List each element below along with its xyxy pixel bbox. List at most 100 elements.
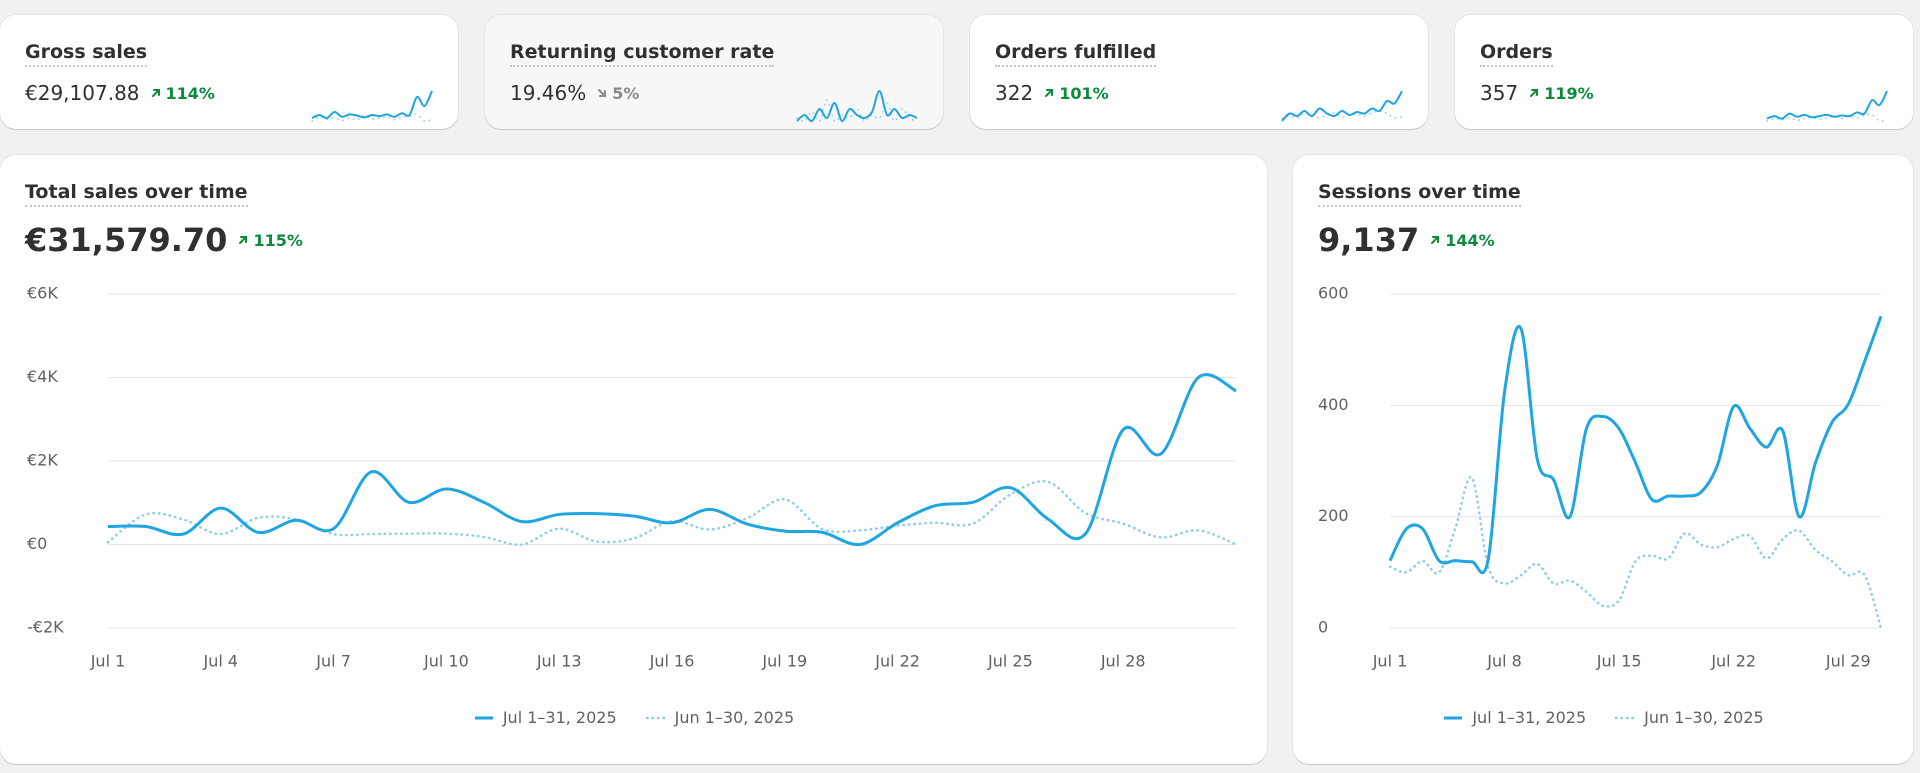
kpi-value: 322 (995, 81, 1034, 105)
kpi-value-row: 19.46% 5% (510, 81, 639, 105)
legend-label: Jun 1–30, 2025 (674, 708, 795, 727)
kpi-change-text: 101% (1059, 83, 1109, 103)
arrow-path (239, 236, 248, 244)
kpi-title: Returning customer rate (510, 41, 775, 67)
kpi-change: 119% (1528, 83, 1594, 103)
y-tick-label: 400 (1318, 395, 1349, 414)
x-tick-label: Jul 25 (987, 652, 1033, 671)
kpi-value-row: 357 119% (1480, 81, 1594, 105)
x-tick-label: Jul 16 (649, 652, 695, 671)
sparkline-current (1281, 90, 1403, 122)
chart-card: Total sales over time €31,579.70 115% -€2K €… (0, 155, 1267, 764)
kpi-title: Orders (1480, 41, 1553, 67)
x-tick-label: Jul 22 (874, 652, 920, 671)
y-tick-label: 600 (1318, 284, 1349, 303)
x-tick-label: Jul 7 (315, 652, 351, 671)
arrow-path (1045, 89, 1054, 97)
arrow-path (1530, 89, 1539, 97)
kpi-value: 19.46% (510, 81, 587, 105)
sparkline-current (311, 90, 433, 120)
line-chart: -€2K €0 €2K €4K €6K Jul 1 Jul 4 Jul 7 Jul 10 Jul … (27, 284, 1238, 671)
series-line (106, 479, 1238, 546)
chart-total-row: €31,579.70 115% (25, 221, 303, 259)
arrow-path (151, 89, 160, 97)
arrow-down-icon (598, 89, 607, 97)
chart-change: 144% (1429, 230, 1495, 250)
arrow-up-icon (239, 236, 248, 244)
sparkline (1766, 90, 1888, 122)
kpi-value: 357 (1480, 81, 1519, 105)
y-tick-label: -€2K (27, 618, 64, 637)
sparkline-previous (1281, 110, 1403, 120)
x-tick-label: Jul 28 (1100, 652, 1146, 671)
legend: Jul 1–31, 2025 Jun 1–30, 2025 (1293, 708, 1913, 727)
legend-item: Jun 1–30, 2025 (1614, 708, 1764, 727)
arrow-path (598, 89, 607, 97)
kpi-title: Gross sales (25, 41, 148, 67)
y-tick-label: 0 (1318, 618, 1328, 637)
chart-change-text: 144% (1445, 230, 1495, 250)
legend-item: Jul 1–31, 2025 (473, 708, 617, 727)
legend-swatch (474, 716, 493, 719)
legend-label: Jun 1–30, 2025 (1644, 708, 1764, 727)
chart-total: €31,579.70 (25, 221, 228, 259)
chart-change: 115% (237, 230, 303, 250)
chart-card: Sessions over time 9,137 144% 0 200 400 600 Jul… (1293, 155, 1913, 764)
arrow-up-icon (1045, 89, 1054, 97)
sparkline (311, 90, 433, 122)
chart-title: Sessions over time (1318, 181, 1521, 207)
kpi-card: Returning customer rate 19.46% 5% (485, 15, 943, 129)
series-line (1388, 315, 1883, 575)
arrow-path (1431, 236, 1440, 244)
kpi-change: 114% (150, 84, 215, 103)
chart-total: 9,137 (1318, 221, 1420, 259)
kpi-change-text: 5% (612, 83, 640, 103)
sparkline (1281, 90, 1403, 122)
legend-label: Jul 1–31, 2025 (502, 708, 617, 727)
kpi-value-row: 322 101% (995, 81, 1109, 105)
x-tick-label: Jul 13 (536, 652, 582, 671)
legend-swatch (645, 716, 666, 719)
sparkline-previous (796, 99, 918, 123)
line-chart: 0 200 400 600 Jul 1 Jul 8 Jul 15 Jul 22 Jul 29 (1318, 284, 1883, 671)
x-tick-label: Jul 8 (1486, 652, 1522, 671)
kpi-title: Orders fulfilled (995, 41, 1157, 67)
arrow-up-icon (1530, 89, 1539, 97)
kpi-change-text: 114% (165, 83, 215, 103)
legend-item: Jul 1–31, 2025 (1442, 708, 1586, 727)
chart-title: Total sales over time (25, 181, 248, 207)
kpi-change-text: 119% (1544, 83, 1594, 103)
x-tick-label: Jul 15 (1596, 652, 1642, 671)
series-line (107, 373, 1237, 547)
kpi-card: Gross sales €29,107.88 114% (0, 15, 458, 129)
x-tick-label: Jul 1 (1372, 652, 1408, 671)
y-tick-label: €2K (27, 451, 58, 470)
kpi-card: Orders 357 119% (1455, 15, 1913, 129)
arrow-up-icon (1431, 236, 1440, 244)
kpi-change: 101% (1043, 83, 1109, 103)
sparkline-previous (311, 113, 433, 122)
arrow-up-icon (151, 89, 160, 97)
legend-label: Jul 1–31, 2025 (1472, 708, 1587, 727)
y-tick-label: €0 (27, 534, 47, 553)
x-tick-label: Jul 29 (1825, 652, 1871, 671)
x-tick-label: Jul 19 (761, 652, 807, 671)
legend: Jul 1–31, 2025 Jun 1–30, 2025 (0, 708, 1267, 727)
legend-swatch (1444, 716, 1463, 719)
sparkline-current (1766, 90, 1888, 120)
sparkline (796, 89, 918, 123)
x-tick-label: Jul 4 (203, 652, 239, 671)
x-tick-label: Jul 1 (90, 652, 126, 671)
kpi-value: €29,107.88 (25, 81, 140, 105)
chart-total-row: 9,137 144% (1318, 221, 1495, 259)
kpi-card: Orders fulfilled 322 101% (970, 15, 1428, 129)
chart-change-text: 115% (253, 230, 303, 250)
y-tick-label: 200 (1318, 506, 1349, 525)
y-tick-label: €4K (27, 367, 58, 386)
legend-swatch (1614, 716, 1636, 719)
x-tick-label: Jul 10 (423, 652, 469, 671)
x-tick-label: Jul 22 (1710, 652, 1756, 671)
legend-item: Jun 1–30, 2025 (645, 708, 795, 727)
kpi-value-row: €29,107.88 114% (25, 81, 215, 105)
